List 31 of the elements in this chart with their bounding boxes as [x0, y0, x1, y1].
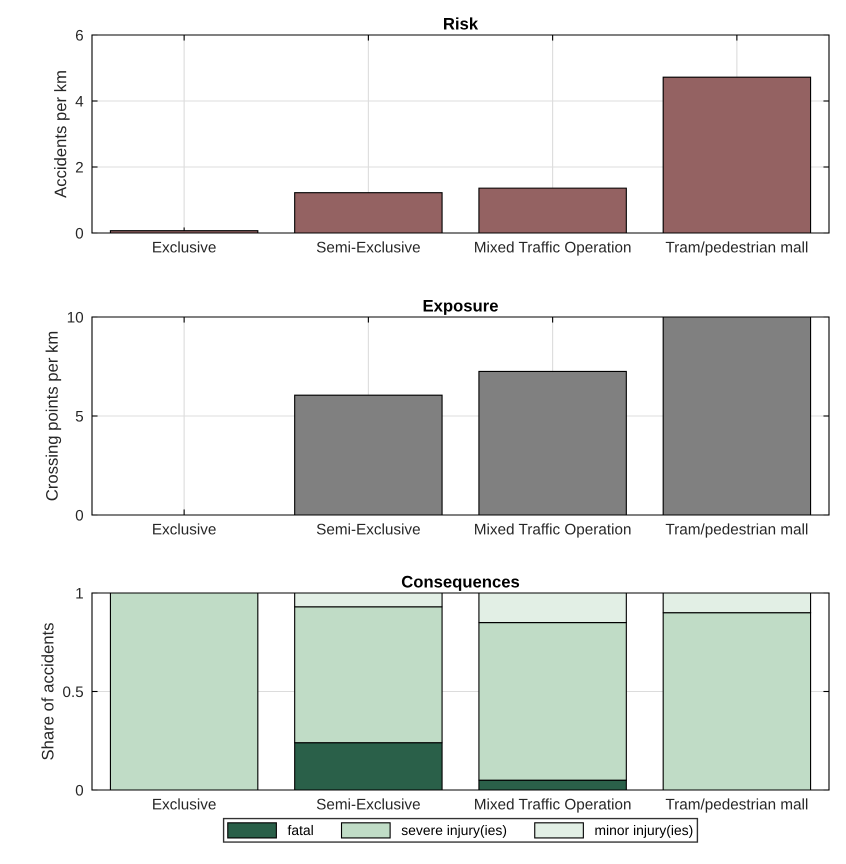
y-tick-label: 5 — [76, 411, 84, 422]
x-tick-label: Exclusive — [153, 523, 216, 535]
y-tick-label: 0 — [76, 510, 84, 521]
x-tick-label: Tram/pedestrian mall — [666, 798, 808, 813]
y-tick-label: 2 — [76, 162, 83, 173]
legend-label: severe injury(ies) — [402, 824, 506, 838]
x-tick-label: Tram/pedestrian mall — [666, 241, 808, 256]
y-tick-label: 0 — [76, 228, 84, 239]
legend-label: fatal — [288, 824, 313, 836]
x-tick-label: Tram/pedestrian mall — [666, 523, 808, 538]
y-tick-label: 0.5 — [63, 686, 84, 698]
x-tick-label: Exclusive — [153, 798, 216, 810]
x-tick-label: Semi-Exclusive — [316, 523, 420, 535]
legend-label: minor injury(ies) — [595, 824, 692, 838]
x-tick-label: Semi-Exclusive — [316, 798, 420, 810]
x-tick-label: Mixed Traffic Operation — [475, 798, 630, 813]
y-tick-label: 4 — [76, 96, 84, 107]
y-tick-label: 0 — [76, 784, 84, 796]
x-tick-label: Semi-Exclusive — [316, 241, 420, 253]
chart-title: Risk — [444, 17, 478, 30]
y-axis-title: Share of accidents — [41, 623, 54, 760]
y-axis-title: Crossing points per km — [46, 332, 62, 500]
chart-title: Exposure — [424, 300, 498, 315]
y-tick-label: 10 — [68, 312, 84, 323]
chart-title: Consequences — [402, 576, 520, 591]
y-tick-label: 6 — [76, 30, 83, 41]
x-tick-label: Mixed Traffic Operation — [475, 241, 630, 256]
y-tick-label: 1 — [76, 588, 83, 599]
y-axis-title: Accidents per km — [54, 71, 70, 198]
x-tick-label: Mixed Traffic Operation — [475, 523, 630, 538]
x-tick-label: Exclusive — [153, 241, 216, 253]
